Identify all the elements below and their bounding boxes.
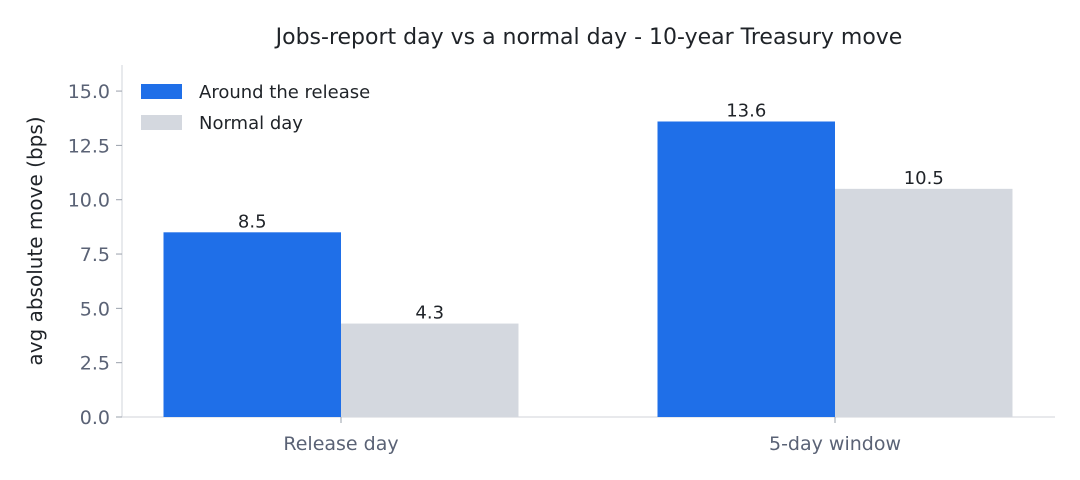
bar-value-label: 10.5 <box>904 168 944 189</box>
x-tick-label: 5-day window <box>769 433 901 455</box>
legend-label: Around the release <box>199 82 370 103</box>
y-tick-label: 2.5 <box>80 353 110 375</box>
y-axis-label: avg absolute move (bps) <box>23 116 47 365</box>
y-tick-label: 0.0 <box>80 407 110 429</box>
bar-around-the-release <box>657 121 835 417</box>
bar-normal-day <box>341 323 519 417</box>
chart-title: Jobs-report day vs a normal day - 10-yea… <box>274 25 903 50</box>
bar-value-label: 8.5 <box>238 211 267 232</box>
legend-swatch <box>141 84 182 99</box>
y-tick-label: 5.0 <box>80 298 110 320</box>
bar-around-the-release <box>163 232 341 417</box>
legend-swatch <box>141 115 182 130</box>
legend-label: Normal day <box>199 113 303 134</box>
bar-value-label: 4.3 <box>415 303 444 324</box>
y-tick-label: 15.0 <box>68 81 110 103</box>
bar-value-label: 13.6 <box>726 100 766 121</box>
y-tick-label: 12.5 <box>68 135 110 157</box>
y-tick-label: 7.5 <box>80 244 110 266</box>
y-tick-label: 10.0 <box>68 190 110 212</box>
x-tick-label: Release day <box>283 433 398 455</box>
bar-normal-day <box>835 188 1013 417</box>
